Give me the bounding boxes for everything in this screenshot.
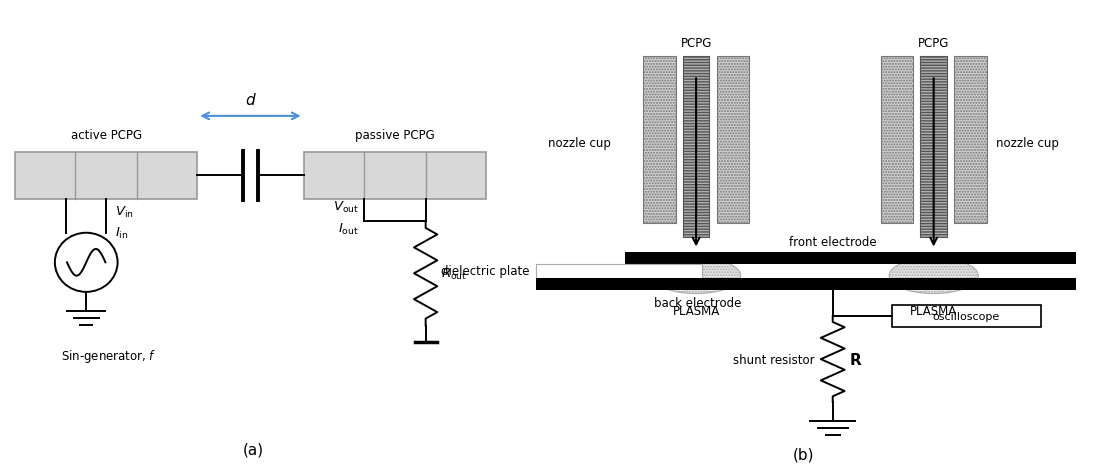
Bar [642, 57, 675, 224]
Bar [304, 152, 486, 200]
Text: $V_\mathrm{in}$: $V_\mathrm{in}$ [116, 204, 134, 219]
Text: nozzle cup: nozzle cup [996, 136, 1058, 149]
Text: nozzle cup: nozzle cup [548, 136, 610, 149]
Ellipse shape [651, 258, 740, 294]
Bar [683, 57, 710, 238]
Bar [954, 57, 987, 224]
Text: dielectric plate: dielectric plate [441, 265, 530, 278]
Bar [625, 252, 1076, 264]
Bar [15, 152, 197, 200]
Text: active PCPG: active PCPG [70, 129, 142, 142]
Text: (a): (a) [242, 442, 264, 457]
Text: $I_\mathrm{out}$: $I_\mathrm{out}$ [338, 221, 359, 236]
Text: $d$: $d$ [244, 92, 256, 108]
Bar [536, 264, 702, 278]
Text: Sin-generator, $f$: Sin-generator, $f$ [60, 347, 156, 364]
Text: PLASMA: PLASMA [910, 305, 957, 317]
Text: shunt resistor: shunt resistor [734, 353, 815, 366]
Bar [892, 306, 1041, 327]
Text: $R_\mathrm{out}$: $R_\mathrm{out}$ [441, 266, 468, 281]
Text: PLASMA: PLASMA [672, 305, 719, 317]
Ellipse shape [889, 258, 978, 294]
Bar [921, 57, 947, 238]
Bar [536, 278, 1076, 290]
Text: back electrode: back electrode [654, 296, 741, 309]
Bar [716, 57, 749, 224]
Text: oscilloscope: oscilloscope [933, 312, 1000, 321]
Text: $V_\mathrm{out}$: $V_\mathrm{out}$ [332, 199, 359, 215]
Text: PCPG: PCPG [918, 37, 949, 50]
Text: PCPG: PCPG [681, 37, 712, 50]
Text: (b): (b) [792, 447, 814, 462]
Text: $I_\mathrm{in}$: $I_\mathrm{in}$ [116, 226, 129, 241]
Text: $\mathbf{R}$: $\mathbf{R}$ [849, 351, 862, 367]
Bar [880, 57, 913, 224]
Text: front electrode: front electrode [789, 236, 877, 248]
Text: passive PCPG: passive PCPG [355, 129, 434, 142]
